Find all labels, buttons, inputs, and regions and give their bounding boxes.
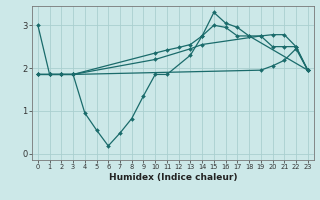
X-axis label: Humidex (Indice chaleur): Humidex (Indice chaleur) <box>108 173 237 182</box>
